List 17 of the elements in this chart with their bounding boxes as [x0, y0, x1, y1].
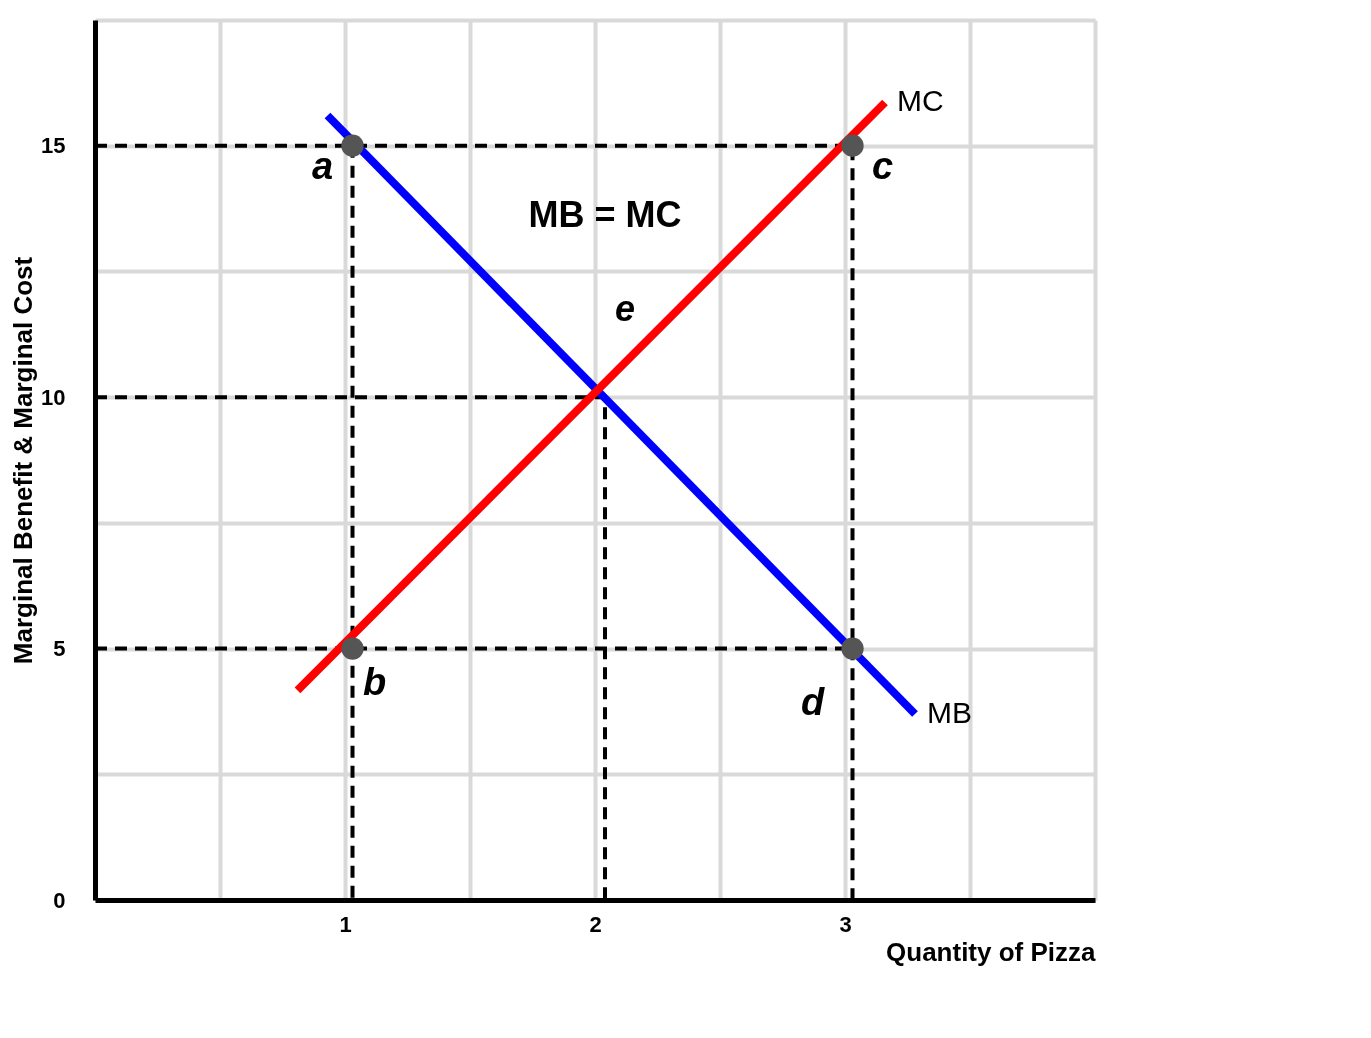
y-tick-label: 15	[41, 133, 66, 159]
annotation: MB = MC	[528, 194, 682, 235]
series-label: MC	[897, 84, 944, 118]
data-label: a	[311, 144, 334, 187]
series-label: MB	[927, 695, 972, 729]
x-tick-label: 3	[839, 911, 852, 937]
y-tick-label: 10	[41, 384, 66, 410]
x-tick-label: 2	[589, 911, 602, 937]
annotation: e	[614, 288, 636, 329]
x-tick-label: 1	[339, 911, 352, 937]
y-axis-title: Marginal Benefit & Marginal Cost	[8, 256, 39, 665]
data-label: b	[362, 660, 387, 703]
y-tick-label: 5	[53, 636, 66, 662]
y-tick-label: 0	[53, 887, 66, 913]
x-axis-title: Quantity of Pizza	[886, 936, 1097, 967]
data-label: c	[871, 144, 894, 187]
data-label: d	[800, 680, 825, 723]
